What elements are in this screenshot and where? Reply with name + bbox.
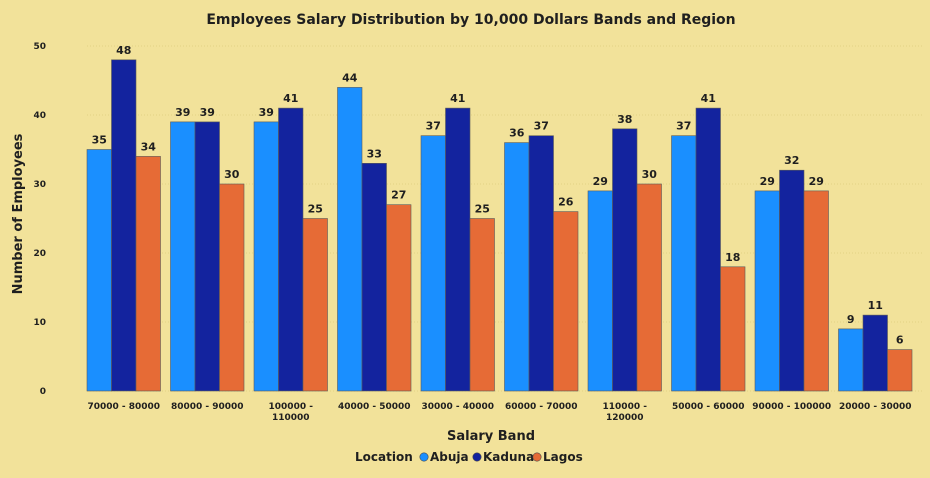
x-tick-label: 80000 - 90000 (171, 402, 244, 412)
x-tick-label: 110000 (272, 413, 310, 423)
x-tick-label: 120000 (606, 413, 644, 423)
data-label: 26 (558, 196, 574, 209)
data-label: 32 (784, 154, 799, 167)
bar-lagos (302, 218, 328, 392)
data-label: 29 (593, 175, 608, 188)
data-label: 41 (450, 92, 465, 105)
data-label: 11 (868, 299, 883, 312)
data-label: 30 (224, 168, 240, 181)
y-tick-label: 10 (33, 318, 46, 328)
y-tick-label: 50 (33, 42, 46, 52)
bar-abuja (337, 87, 363, 392)
bar-kaduna (528, 135, 554, 392)
x-tick-label: 60000 - 70000 (505, 402, 578, 412)
data-label: 25 (475, 203, 490, 216)
data-label: 29 (760, 175, 775, 188)
data-label: 18 (725, 251, 740, 264)
data-label: 48 (116, 44, 131, 57)
legend-label-lagos: Lagos (543, 450, 583, 464)
bar-lagos (720, 266, 746, 392)
x-tick-label: 90000 - 100000 (752, 402, 831, 412)
data-label: 9 (847, 313, 855, 326)
bar-kaduna (278, 107, 304, 392)
y-tick-label: 30 (33, 180, 46, 190)
x-tick-label: 110000 - (603, 402, 648, 412)
data-label: 39 (175, 106, 190, 119)
bar-abuja (170, 121, 196, 392)
bar-abuja (253, 121, 279, 392)
x-tick-label: 40000 - 50000 (338, 402, 411, 412)
x-tick-label: 50000 - 60000 (672, 402, 745, 412)
data-label: 33 (367, 147, 382, 160)
bar-lagos (553, 211, 579, 392)
data-label: 39 (259, 106, 274, 119)
y-tick-label: 0 (40, 387, 46, 397)
legend-marker-lagos (532, 452, 542, 462)
bar-kaduna (862, 314, 888, 392)
data-label: 41 (283, 92, 298, 105)
data-label: 25 (308, 203, 323, 216)
data-label: 27 (391, 189, 406, 202)
legend-marker-abuja (419, 452, 429, 462)
y-axis: 0 10 20 30 40 50 (33, 42, 46, 397)
y-tick-label: 40 (33, 111, 46, 121)
data-label: 37 (676, 120, 691, 133)
bar-abuja (504, 142, 530, 392)
legend-title: Location (355, 450, 413, 464)
bar-abuja (86, 149, 112, 392)
legend-label-abuja: Abuja (430, 450, 469, 464)
data-label: 35 (92, 134, 107, 147)
legend-label-kaduna: Kaduna (483, 450, 534, 464)
data-label: 30 (642, 168, 658, 181)
x-axis: 70000 - 80000 80000 - 90000 100000 -110000… (87, 402, 911, 423)
legend-marker-kaduna (472, 452, 482, 462)
bar-kaduna (361, 163, 387, 392)
x-tick-label: 70000 - 80000 (87, 402, 160, 412)
data-label: 41 (701, 92, 716, 105)
bar-abuja (838, 328, 864, 392)
x-tick-label: 100000 - (269, 402, 314, 412)
legend: Location Abuja Kaduna Lagos (355, 450, 583, 464)
data-labels: 35 48 34 39 39 30 39 41 25 44 33 27 37 41 25 36 37 26 29 38… (92, 44, 904, 347)
data-label: 44 (342, 71, 358, 84)
bar-kaduna (194, 121, 220, 392)
y-tick-label: 20 (33, 249, 46, 259)
bar-abuja (671, 135, 697, 392)
bar-abuja (587, 190, 613, 392)
bar-kaduna (695, 107, 721, 392)
x-tick-label: 20000 - 30000 (839, 402, 912, 412)
data-label: 37 (426, 120, 441, 133)
chart-title: Employees Salary Distribution by 10,000 … (206, 12, 735, 28)
data-label: 39 (200, 106, 215, 119)
data-label: 34 (141, 140, 157, 153)
bar-kaduna (612, 128, 638, 392)
bar-lagos (469, 218, 495, 392)
bar-abuja (754, 190, 780, 392)
bar-kaduna (445, 107, 471, 392)
y-axis-title: Number of Employees (11, 133, 26, 294)
data-label: 37 (534, 120, 549, 133)
bar-lagos (803, 190, 829, 392)
bar-lagos (636, 183, 662, 392)
bars (86, 59, 913, 392)
x-tick-label: 30000 - 40000 (421, 402, 494, 412)
bar-lagos (887, 349, 913, 392)
bar-lagos (386, 204, 412, 392)
bar-lagos (219, 183, 245, 392)
data-label: 36 (509, 127, 525, 140)
bar-lagos (135, 156, 161, 392)
data-label: 6 (896, 334, 904, 347)
bar-abuja (420, 135, 446, 392)
bar-kaduna (111, 59, 137, 392)
x-axis-title: Salary Band (447, 429, 535, 444)
data-label: 38 (617, 113, 632, 126)
data-label: 29 (809, 175, 824, 188)
bar-kaduna (779, 169, 805, 392)
